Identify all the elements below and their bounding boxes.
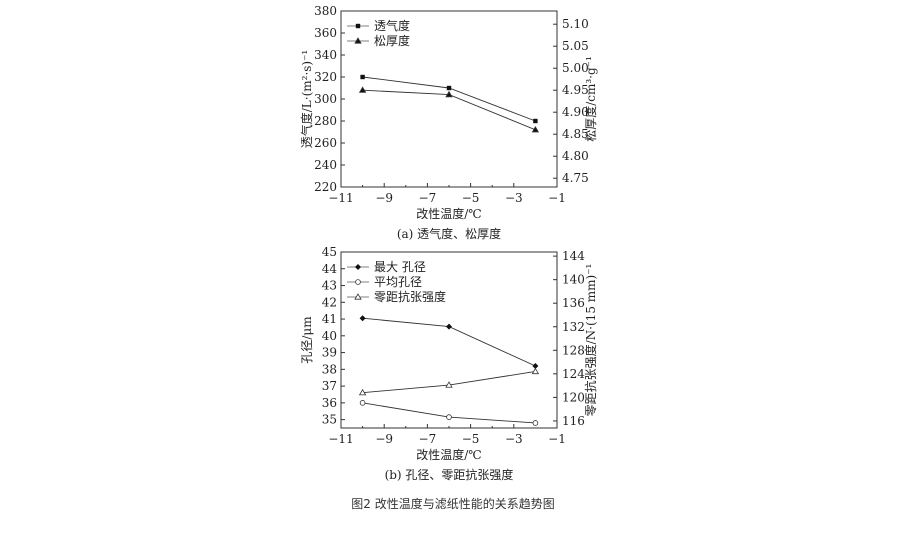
y-tick-label: 40 [322, 329, 337, 343]
y2-tick-label: 5.00 [562, 61, 589, 75]
series-line [362, 402, 536, 424]
y2-tick-label: 5.10 [562, 17, 589, 31]
x-tick-label: −11 [328, 191, 353, 205]
x-tick-label: −7 [419, 432, 437, 446]
y-tick-label: 260 [314, 136, 337, 150]
y2-tick-label: 4.85 [562, 127, 589, 141]
y-tick-label: 43 [322, 279, 337, 293]
y-tick-label: 380 [314, 4, 337, 18]
x-tick-label: −1 [548, 432, 566, 446]
y2-axis-label: 零距抗张强度/N·(15 mm)⁻¹ [583, 264, 598, 417]
y2-tick-label: 136 [562, 296, 585, 310]
y2-tick-label: 116 [562, 414, 585, 428]
y2-tick-label: 124 [562, 367, 585, 381]
y2-tick-label: 5.05 [562, 39, 589, 53]
data-point [359, 315, 366, 322]
data-point [358, 388, 367, 396]
x-axis-label: 改性温度/℃ [416, 206, 481, 221]
x-axis-label: 改性温度/℃ [416, 447, 481, 462]
data-point [532, 362, 539, 369]
data-point [358, 86, 367, 93]
y-tick-label: 320 [314, 70, 337, 84]
y2-tick-label: 4.90 [562, 105, 589, 119]
legend-label: 平均孔径 [374, 275, 422, 289]
y-tick-label: 42 [322, 295, 337, 309]
x-tick-label: −11 [328, 432, 353, 446]
y-axis-label: 孔径/μm [300, 316, 314, 364]
data-point [446, 414, 452, 420]
data-point [446, 323, 452, 330]
y-tick-label: 45 [322, 245, 337, 259]
y-tick-label: 36 [322, 396, 337, 410]
y2-tick-label: 144 [562, 249, 585, 263]
x-tick-label: −9 [375, 191, 393, 205]
data-point [446, 85, 452, 91]
y2-axis-label: 松厚度/cm³·g⁻¹ [583, 56, 598, 142]
data-point [445, 90, 453, 98]
y-tick-label: 240 [314, 158, 337, 172]
legend-marker [354, 37, 362, 44]
x-tick-label: −5 [462, 432, 480, 446]
data-point [531, 125, 540, 133]
series-line [362, 76, 536, 122]
legend-label: 零距抗张强度 [374, 289, 446, 304]
y-tick-label: 38 [322, 362, 337, 376]
legend-label: 透气度 [374, 18, 410, 33]
y-tick-label: 360 [314, 26, 337, 40]
y-tick-label: 41 [322, 312, 337, 326]
x-tick-label: −5 [462, 191, 480, 205]
data-point [360, 74, 365, 80]
chart-caption: (a) 透气度、松厚度 [397, 226, 501, 241]
data-point [532, 420, 539, 426]
chart-caption: (b) 孔径、零距抗张强度 [385, 467, 514, 482]
y-tick-label: 340 [314, 48, 337, 62]
y-tick-label: 39 [322, 346, 337, 360]
y-tick-label: 37 [322, 379, 337, 393]
y-tick-label: 220 [314, 180, 337, 194]
y-axis-label: 透气度/L·(m²·s)⁻¹ [299, 50, 314, 149]
data-point [533, 118, 538, 124]
y-tick-label: 44 [322, 262, 338, 276]
y-tick-label: 35 [322, 413, 337, 427]
x-tick-label: −7 [419, 191, 437, 205]
legend-marker [355, 279, 361, 285]
data-point [531, 367, 540, 375]
y-tick-label: 300 [314, 92, 337, 106]
legend-marker [355, 264, 361, 270]
legend-marker [354, 293, 362, 300]
x-tick-label: −3 [505, 432, 523, 446]
legend-marker [355, 23, 361, 29]
y2-tick-label: 4.75 [562, 171, 589, 185]
y2-tick-label: 132 [562, 320, 585, 334]
y-tick-label: 280 [314, 114, 337, 128]
legend-label: 最大 孔径 [374, 260, 426, 274]
legend-label: 松厚度 [374, 33, 410, 48]
y2-tick-label: 4.80 [562, 149, 589, 163]
y2-tick-label: 120 [562, 390, 585, 404]
data-point [359, 400, 366, 406]
x-tick-label: −9 [375, 432, 393, 446]
y2-tick-label: 140 [562, 273, 585, 287]
figure-caption: 图2 改性温度与滤纸性能的关系趋势图 [351, 497, 555, 511]
x-tick-label: −1 [548, 191, 566, 205]
y2-tick-label: 4.95 [562, 83, 589, 97]
y2-tick-label: 128 [562, 343, 585, 357]
data-point [445, 381, 453, 388]
x-tick-label: −3 [505, 191, 523, 205]
